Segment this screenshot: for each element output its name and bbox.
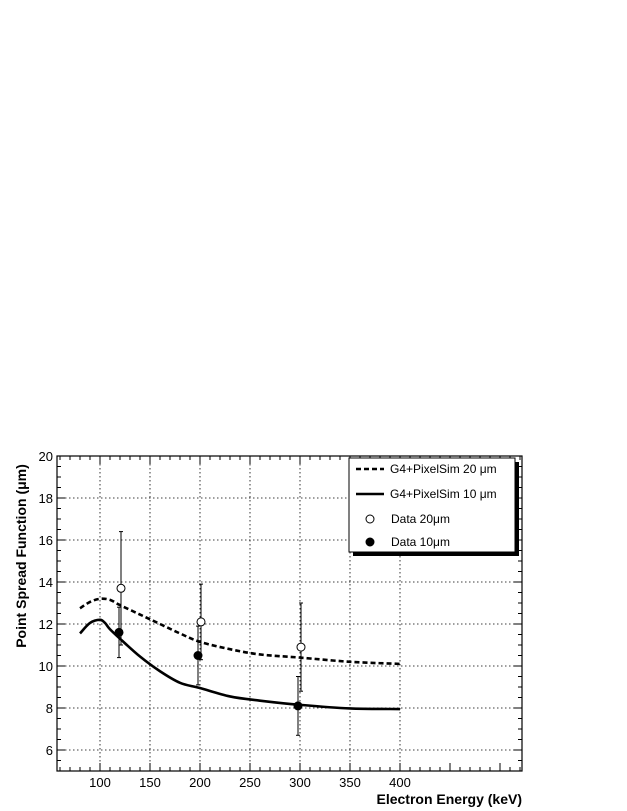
sim-20um-curve	[79, 597, 401, 666]
legend-label: G4+PixelSim 10 μm	[390, 487, 497, 501]
legend-swatch-marker	[365, 514, 375, 524]
data-10um-point	[293, 701, 303, 711]
x-tick-label: 250	[239, 775, 261, 790]
sim-10um-curve	[79, 618, 401, 711]
x-tick-label: 300	[289, 775, 311, 790]
legend-label: Data 10μm	[391, 535, 450, 549]
axes: 100 150 200 250 300 350 400 6 8 10 12 14 16 18 20	[39, 449, 523, 790]
y-tick-label: 18	[39, 491, 53, 506]
legend: G4+PixelSim 20 μm G4+PixelSim 10 μm Data 2…	[348, 457, 519, 556]
data-20um-point	[296, 642, 306, 652]
x-tick-label: 100	[89, 775, 111, 790]
x-tick-label: 400	[389, 775, 411, 790]
data-10um-point	[114, 627, 124, 637]
x-tick-label: 150	[139, 775, 161, 790]
x-tick-label: 350	[339, 775, 361, 790]
legend-swatch-marker	[365, 537, 375, 547]
y-tick-label: 8	[46, 701, 53, 716]
y-axis-title: Point Spread Function (μm)	[13, 464, 29, 648]
legend-box	[348, 457, 516, 553]
x-tick-label: 200	[189, 775, 211, 790]
y-tick-label: 6	[46, 743, 53, 758]
x-axis-title: Electron Energy (keV)	[377, 791, 523, 807]
legend-label: G4+PixelSim 20 μm	[390, 462, 497, 476]
data-10um-point	[193, 651, 203, 660]
y-tick-label: 20	[39, 449, 53, 464]
series	[79, 531, 401, 736]
data-20um-point	[116, 583, 126, 593]
legend-label: Data 20μm	[391, 512, 450, 526]
data-20um-point	[196, 617, 206, 627]
y-tick-label: 16	[39, 533, 53, 548]
y-tick-label: 12	[39, 617, 53, 632]
y-tick-label: 14	[39, 575, 53, 590]
y-tick-label: 10	[39, 659, 53, 674]
